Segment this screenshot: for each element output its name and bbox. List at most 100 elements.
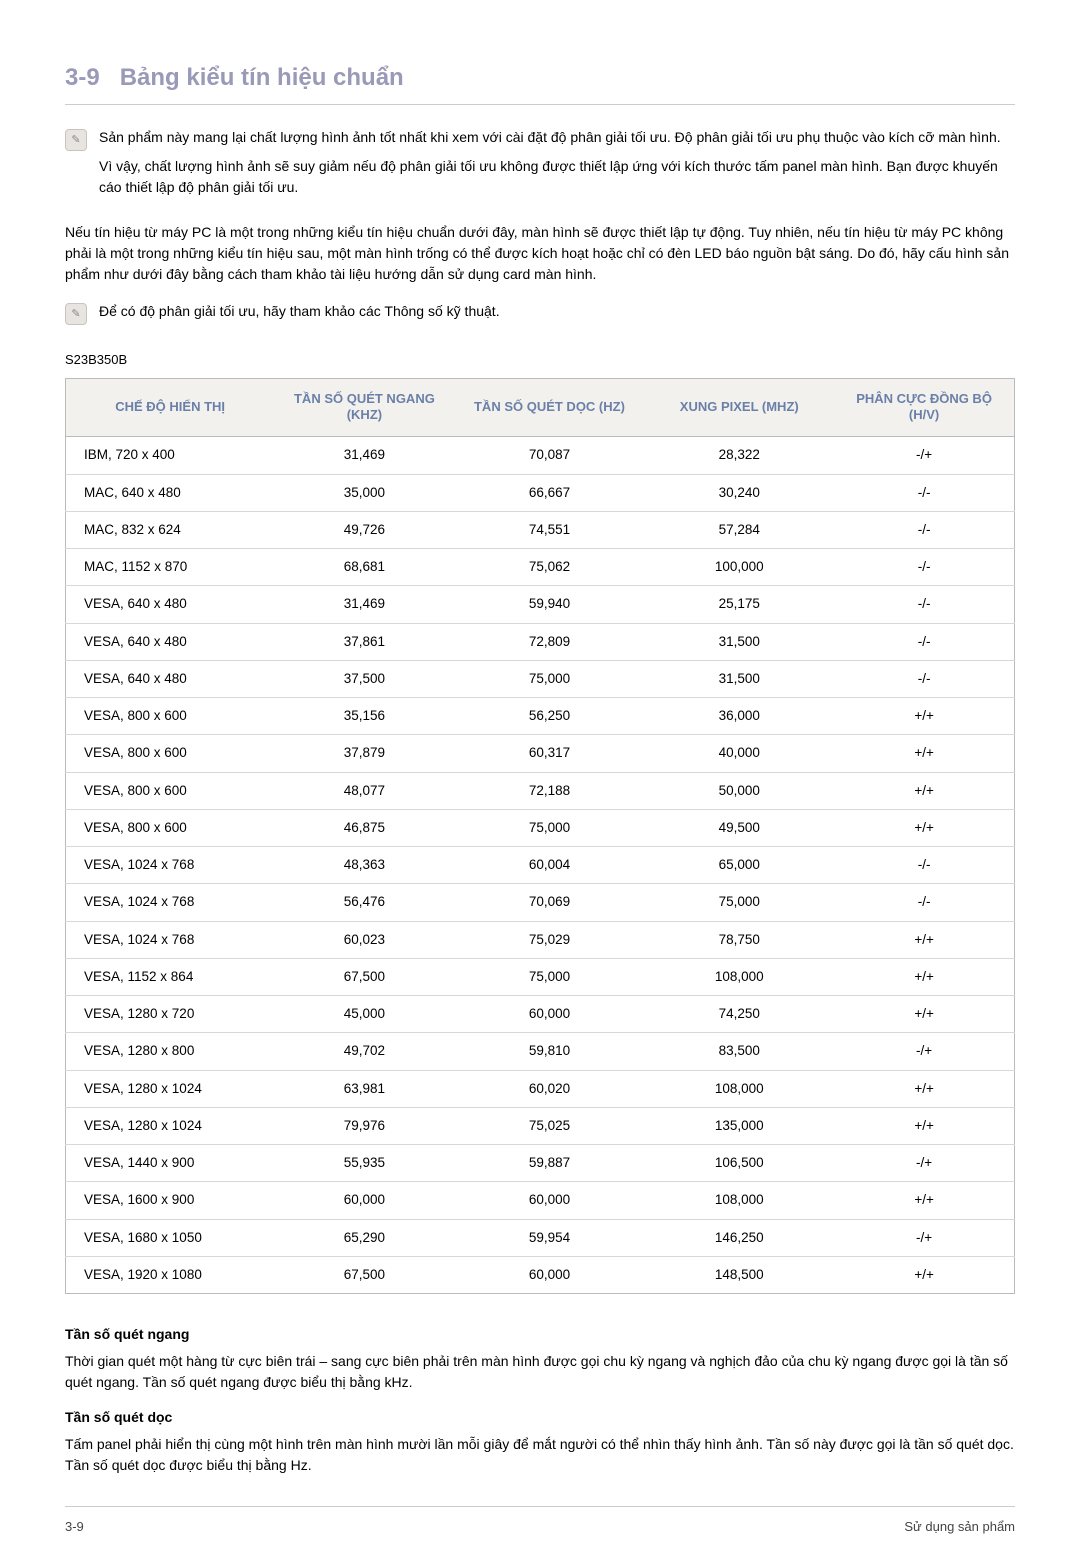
- table-cell: VESA, 800 x 600: [66, 698, 275, 735]
- table-row: IBM, 720 x 40031,46970,08728,322-/+: [66, 437, 1015, 474]
- table-row: VESA, 640 x 48037,86172,80931,500-/-: [66, 623, 1015, 660]
- table-cell: VESA, 1024 x 768: [66, 884, 275, 921]
- table-cell: 31,469: [274, 437, 454, 474]
- table-cell: 56,250: [455, 698, 645, 735]
- table-row: VESA, 800 x 60048,07772,18850,000+/+: [66, 772, 1015, 809]
- table-cell: +/+: [834, 921, 1014, 958]
- table-cell: 60,317: [455, 735, 645, 772]
- table-cell: 60,020: [455, 1070, 645, 1107]
- table-cell: 100,000: [644, 549, 834, 586]
- table-cell: 75,000: [455, 958, 645, 995]
- table-cell: 108,000: [644, 958, 834, 995]
- table-row: MAC, 1152 x 87068,68175,062100,000-/-: [66, 549, 1015, 586]
- note-text: Sản phẩm này mang lại chất lượng hình ản…: [99, 127, 1015, 206]
- table-row: VESA, 800 x 60035,15656,25036,000+/+: [66, 698, 1015, 735]
- table-cell: 36,000: [644, 698, 834, 735]
- def-v-title: Tần số quét dọc: [65, 1407, 1015, 1428]
- table-cell: VESA, 1024 x 768: [66, 921, 275, 958]
- table-row: VESA, 1280 x 102479,97675,025135,000+/+: [66, 1107, 1015, 1144]
- table-cell: 59,954: [455, 1219, 645, 1256]
- table-cell: VESA, 1280 x 1024: [66, 1070, 275, 1107]
- table-cell: VESA, 1024 x 768: [66, 847, 275, 884]
- table-cell: VESA, 640 x 480: [66, 623, 275, 660]
- table-header-row: CHẾ ĐỘ HIỂN THỊTẦN SỐ QUÉT NGANG (KHZ)TẦ…: [66, 378, 1015, 437]
- table-header-cell: PHÂN CỰC ĐỒNG BỘ (H/V): [834, 378, 1014, 437]
- table-cell: 74,551: [455, 511, 645, 548]
- table-cell: VESA, 1440 x 900: [66, 1145, 275, 1182]
- table-cell: +/+: [834, 698, 1014, 735]
- table-cell: 49,726: [274, 511, 454, 548]
- table-cell: 25,175: [644, 586, 834, 623]
- table-cell: 48,077: [274, 772, 454, 809]
- def-v-body: Tấm panel phải hiển thị cùng một hình tr…: [65, 1434, 1015, 1476]
- section-number: 3-9: [65, 60, 100, 96]
- table-cell: MAC, 640 x 480: [66, 474, 275, 511]
- table-cell: -/-: [834, 586, 1014, 623]
- table-cell: 59,810: [455, 1033, 645, 1070]
- table-cell: 48,363: [274, 847, 454, 884]
- table-header-cell: TẦN SỐ QUÉT NGANG (KHZ): [274, 378, 454, 437]
- note-icon: ✎: [65, 129, 87, 151]
- note-block-1: ✎ Sản phẩm này mang lại chất lượng hình …: [65, 127, 1015, 206]
- table-cell: 45,000: [274, 996, 454, 1033]
- table-cell: 83,500: [644, 1033, 834, 1070]
- table-cell: -/-: [834, 660, 1014, 697]
- table-cell: 148,500: [644, 1256, 834, 1293]
- table-cell: +/+: [834, 772, 1014, 809]
- table-cell: IBM, 720 x 400: [66, 437, 275, 474]
- table-cell: 146,250: [644, 1219, 834, 1256]
- table-cell: -/+: [834, 1033, 1014, 1070]
- table-cell: 30,240: [644, 474, 834, 511]
- table-cell: 37,500: [274, 660, 454, 697]
- table-row: MAC, 640 x 48035,00066,66730,240-/-: [66, 474, 1015, 511]
- note2-text: Để có độ phân giải tối ưu, hãy tham khảo…: [99, 301, 500, 322]
- table-cell: 60,023: [274, 921, 454, 958]
- table-body: IBM, 720 x 40031,46970,08728,322-/+MAC, …: [66, 437, 1015, 1294]
- table-cell: VESA, 1600 x 900: [66, 1182, 275, 1219]
- table-cell: -/-: [834, 884, 1014, 921]
- table-cell: 70,069: [455, 884, 645, 921]
- page-footer: 3-9 Sử dụng sản phẩm: [65, 1506, 1015, 1537]
- table-cell: +/+: [834, 1107, 1014, 1144]
- body-paragraph: Nếu tín hiệu từ máy PC là một trong nhữn…: [65, 222, 1015, 285]
- table-row: VESA, 1024 x 76860,02375,02978,750+/+: [66, 921, 1015, 958]
- table-cell: VESA, 1680 x 1050: [66, 1219, 275, 1256]
- note-text: Để có độ phân giải tối ưu, hãy tham khảo…: [99, 301, 500, 330]
- table-cell: 49,702: [274, 1033, 454, 1070]
- table-row: VESA, 800 x 60046,87575,00049,500+/+: [66, 809, 1015, 846]
- table-cell: VESA, 1280 x 720: [66, 996, 275, 1033]
- table-row: VESA, 1600 x 90060,00060,000108,000+/+: [66, 1182, 1015, 1219]
- note1-para1: Sản phẩm này mang lại chất lượng hình ản…: [99, 127, 1015, 148]
- table-row: MAC, 832 x 62449,72674,55157,284-/-: [66, 511, 1015, 548]
- table-cell: 75,062: [455, 549, 645, 586]
- table-cell: VESA, 800 x 600: [66, 809, 275, 846]
- section-heading: 3-9 Bảng kiểu tín hiệu chuẩn: [65, 60, 1015, 105]
- table-row: VESA, 1024 x 76848,36360,00465,000-/-: [66, 847, 1015, 884]
- table-row: VESA, 1920 x 108067,50060,000148,500+/+: [66, 1256, 1015, 1293]
- table-cell: 46,875: [274, 809, 454, 846]
- table-cell: +/+: [834, 996, 1014, 1033]
- note-icon: ✎: [65, 303, 87, 325]
- signal-table: CHẾ ĐỘ HIỂN THỊTẦN SỐ QUÉT NGANG (KHZ)TẦ…: [65, 378, 1015, 1295]
- table-cell: +/+: [834, 809, 1014, 846]
- table-cell: -/-: [834, 474, 1014, 511]
- table-cell: 28,322: [644, 437, 834, 474]
- table-cell: 63,981: [274, 1070, 454, 1107]
- table-cell: VESA, 1152 x 864: [66, 958, 275, 995]
- table-cell: 35,000: [274, 474, 454, 511]
- table-cell: 79,976: [274, 1107, 454, 1144]
- table-row: VESA, 1280 x 80049,70259,81083,500-/+: [66, 1033, 1015, 1070]
- table-cell: 106,500: [644, 1145, 834, 1182]
- table-cell: 75,000: [455, 809, 645, 846]
- table-cell: 67,500: [274, 958, 454, 995]
- table-cell: 35,156: [274, 698, 454, 735]
- table-cell: 31,500: [644, 660, 834, 697]
- table-row: VESA, 640 x 48031,46959,94025,175-/-: [66, 586, 1015, 623]
- table-cell: 60,000: [274, 1182, 454, 1219]
- table-row: VESA, 1024 x 76856,47670,06975,000-/-: [66, 884, 1015, 921]
- table-cell: VESA, 800 x 600: [66, 772, 275, 809]
- table-cell: VESA, 1280 x 800: [66, 1033, 275, 1070]
- table-cell: 40,000: [644, 735, 834, 772]
- def-h-title: Tần số quét ngang: [65, 1324, 1015, 1345]
- table-row: VESA, 1280 x 102463,98160,020108,000+/+: [66, 1070, 1015, 1107]
